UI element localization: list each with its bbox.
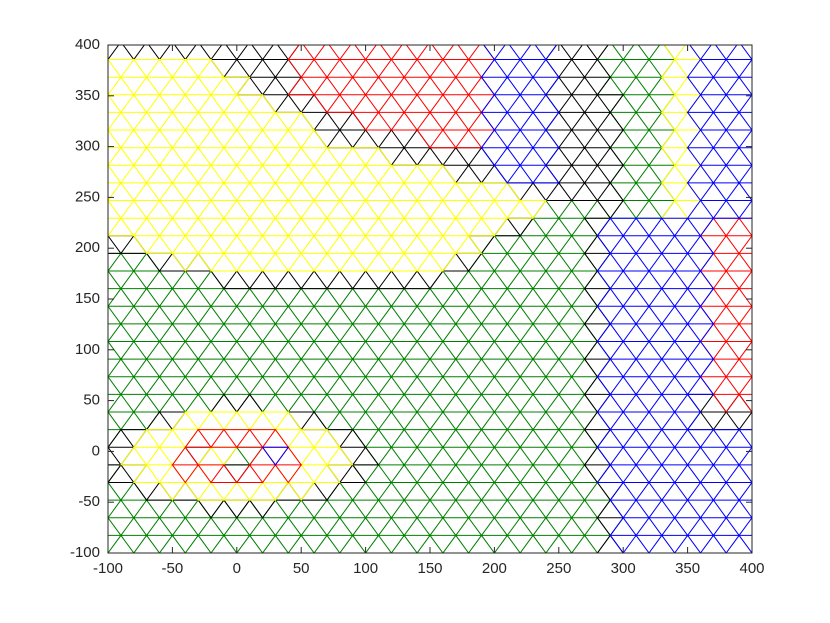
x-tick-label: 250 [546, 560, 571, 577]
x-tick-label: 0 [233, 560, 241, 577]
y-tick-label: 300 [75, 138, 100, 155]
mesh-edges [108, 45, 702, 501]
y-tick-label: 50 [83, 392, 100, 409]
x-tick-label: 300 [611, 560, 636, 577]
y-tick-label: 0 [92, 442, 100, 459]
y-tick-label: 350 [75, 87, 100, 104]
mesh-edges [261, 45, 752, 553]
y-tick-label: 150 [75, 290, 100, 307]
x-tick-label: 200 [482, 560, 507, 577]
mesh [108, 45, 752, 553]
x-tick-label: -100 [93, 560, 123, 577]
y-tick-label: -100 [70, 544, 100, 561]
y-tick-label: 200 [75, 239, 100, 256]
x-tick-label: 100 [353, 560, 378, 577]
x-tick-label: 400 [739, 560, 764, 577]
y-tick-label: -50 [78, 493, 100, 510]
x-tick-label: 150 [417, 560, 442, 577]
y-tick-label: 400 [75, 36, 100, 53]
x-tick-label: 350 [675, 560, 700, 577]
x-tick-label: 50 [293, 560, 310, 577]
mesh-edges [171, 45, 752, 484]
y-tick-label: 100 [75, 341, 100, 358]
mesh-edges [108, 45, 676, 553]
y-tick-label: 250 [75, 188, 100, 205]
x-tick-label: -50 [162, 560, 184, 577]
